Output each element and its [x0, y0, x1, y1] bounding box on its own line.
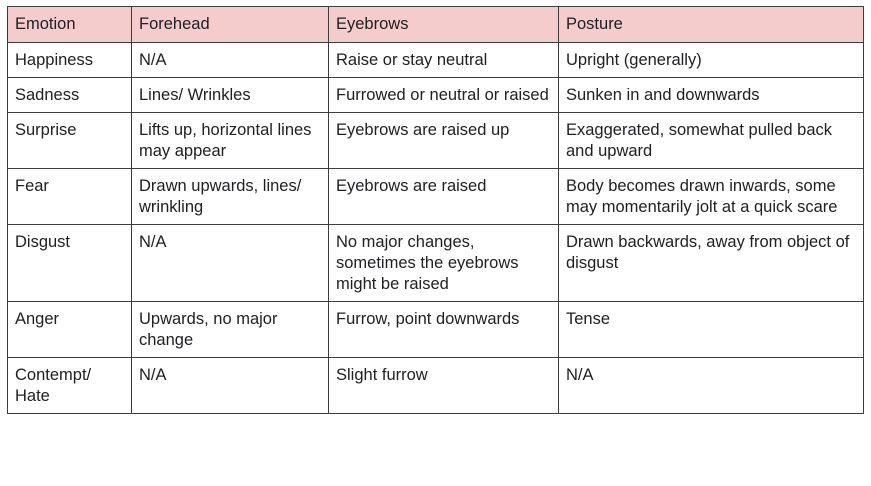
- table-row: Fear Drawn upwards, lines/ wrinkling Eye…: [7, 168, 864, 225]
- cell-eyebrows: Eyebrows are raised up: [328, 112, 559, 169]
- table-row: Anger Upwards, no major change Furrow, p…: [7, 301, 864, 358]
- cell-posture: Drawn backwards, away from object of dis…: [558, 224, 864, 302]
- emotion-table: Emotion Forehead Eyebrows Posture Happin…: [7, 6, 864, 414]
- cell-posture: Upright (generally): [558, 42, 864, 78]
- cell-emotion: Fear: [7, 168, 132, 225]
- cell-emotion: Surprise: [7, 112, 132, 169]
- cell-posture: Tense: [558, 301, 864, 358]
- cell-posture: N/A: [558, 357, 864, 414]
- cell-emotion: Contempt/ Hate: [7, 357, 132, 414]
- table-row: Happiness N/A Raise or stay neutral Upri…: [7, 42, 864, 78]
- header-posture: Posture: [558, 6, 864, 43]
- cell-eyebrows: Furrowed or neutral or raised: [328, 77, 559, 113]
- cell-forehead: N/A: [131, 42, 329, 78]
- cell-eyebrows: Raise or stay neutral: [328, 42, 559, 78]
- cell-emotion: Happiness: [7, 42, 132, 78]
- table-row: Surprise Lifts up, horizontal lines may …: [7, 112, 864, 169]
- cell-forehead: Drawn upwards, lines/ wrinkling: [131, 168, 329, 225]
- header-row: Emotion Forehead Eyebrows Posture: [7, 6, 864, 43]
- cell-posture: Sunken in and downwards: [558, 77, 864, 113]
- cell-forehead: N/A: [131, 357, 329, 414]
- table-row: Sadness Lines/ Wrinkles Furrowed or neut…: [7, 77, 864, 113]
- cell-emotion: Disgust: [7, 224, 132, 302]
- header-eyebrows: Eyebrows: [328, 6, 559, 43]
- header-forehead: Forehead: [131, 6, 329, 43]
- cell-forehead: Lifts up, horizontal lines may appear: [131, 112, 329, 169]
- cell-eyebrows: Eyebrows are raised: [328, 168, 559, 225]
- cell-posture: Body becomes drawn inwards, some may mom…: [558, 168, 864, 225]
- cell-posture: Exaggerated, somewhat pulled back and up…: [558, 112, 864, 169]
- table-row: Disgust N/A No major changes, sometimes …: [7, 224, 864, 302]
- cell-eyebrows: Slight furrow: [328, 357, 559, 414]
- header-emotion: Emotion: [7, 6, 132, 43]
- cell-emotion: Sadness: [7, 77, 132, 113]
- cell-eyebrows: Furrow, point downwards: [328, 301, 559, 358]
- cell-forehead: Lines/ Wrinkles: [131, 77, 329, 113]
- cell-emotion: Anger: [7, 301, 132, 358]
- table-row: Contempt/ Hate N/A Slight furrow N/A: [7, 357, 864, 414]
- cell-forehead: Upwards, no major change: [131, 301, 329, 358]
- cell-forehead: N/A: [131, 224, 329, 302]
- cell-eyebrows: No major changes, sometimes the eyebrows…: [328, 224, 559, 302]
